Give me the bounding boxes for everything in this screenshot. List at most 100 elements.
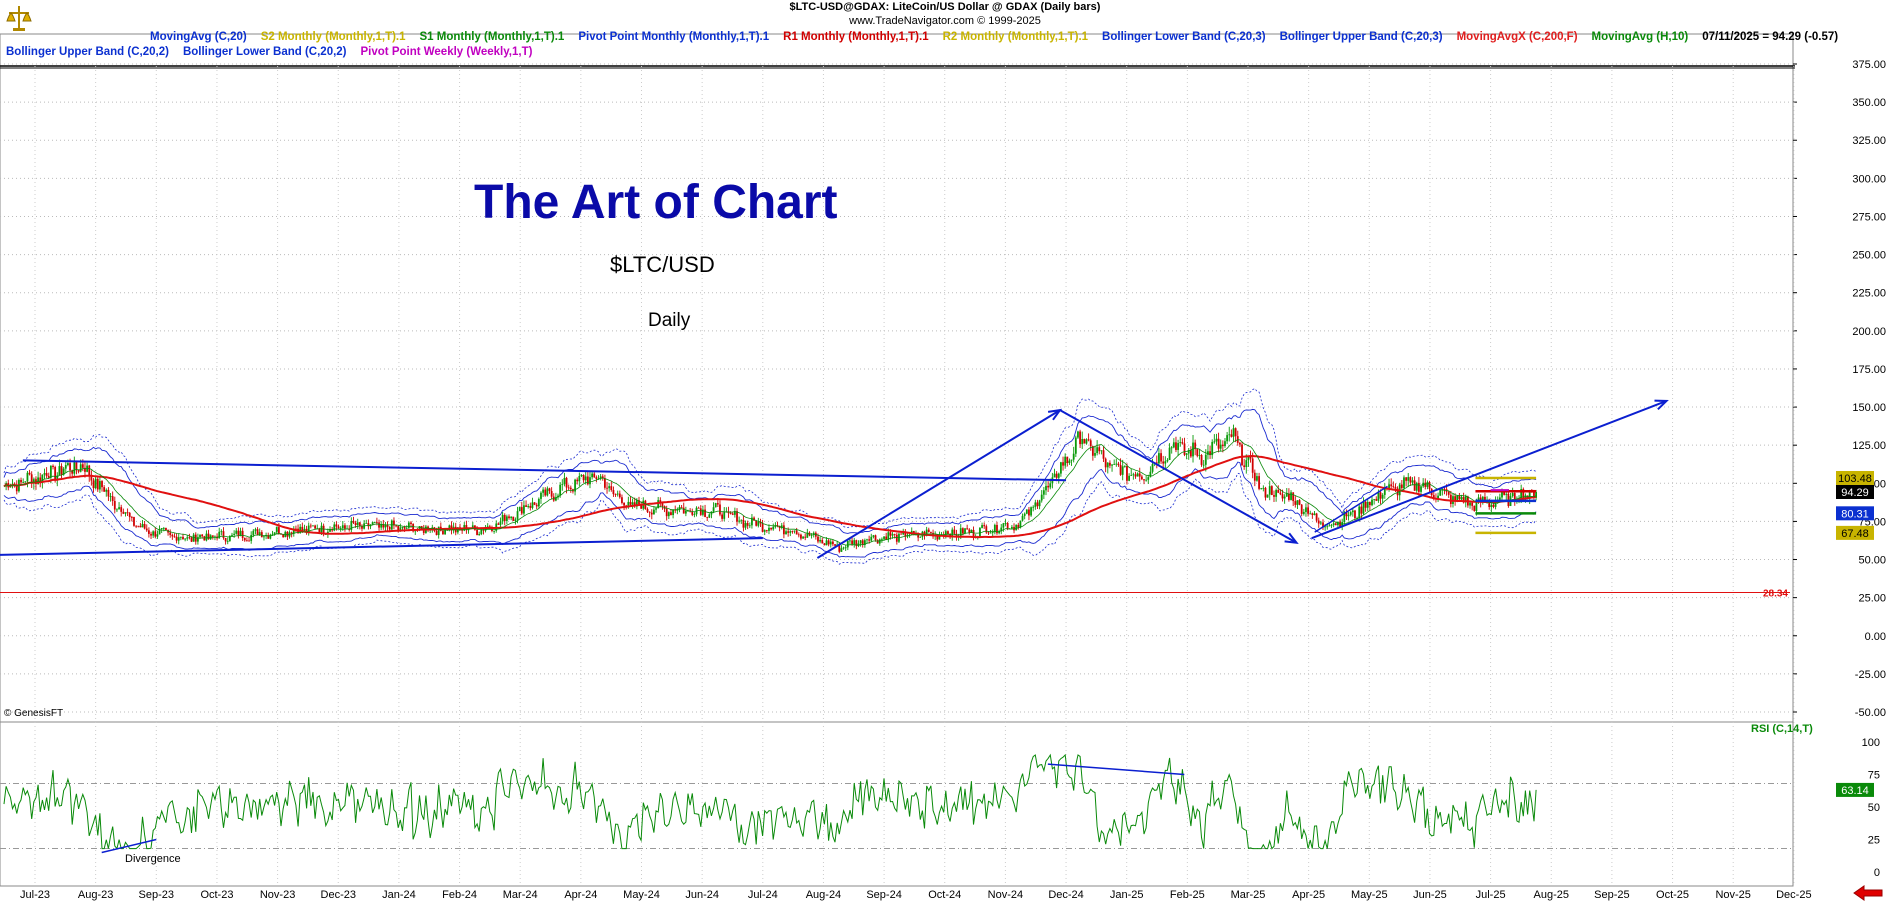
candle-body [527, 506, 530, 507]
candle-body [1319, 522, 1322, 524]
candle-body [1047, 485, 1050, 488]
price-tick-label: 350.00 [1852, 97, 1886, 109]
candle-body [1437, 495, 1439, 499]
candle-body [371, 522, 374, 525]
candle-body [1405, 477, 1408, 481]
candle-body [691, 511, 694, 515]
candle-body [81, 464, 84, 468]
candle-body [546, 488, 549, 496]
price-label-text: 103.48 [1838, 473, 1872, 485]
candle-body [39, 477, 42, 484]
price-tick-label: 325.00 [1852, 135, 1886, 147]
candle-body [256, 529, 259, 536]
candle-body [437, 526, 440, 536]
candle-body [893, 534, 896, 535]
candle-body [782, 525, 785, 535]
candle-body [1273, 495, 1275, 497]
candle-body [79, 464, 82, 472]
candle-body [1511, 493, 1514, 497]
candle-body [1060, 462, 1062, 474]
candle-body [1226, 435, 1229, 442]
candle-body [1535, 492, 1537, 498]
candle-body [1166, 459, 1169, 462]
candle-body [1000, 527, 1003, 532]
price-label-box [1836, 485, 1874, 500]
legend-row1-item: Pivot Point Monthly (Monthly,1,T).1 [578, 31, 770, 43]
candle-body [175, 536, 178, 541]
candle-body [891, 534, 894, 536]
candle-body [755, 520, 758, 526]
candle-body [307, 525, 310, 533]
candle-body [248, 540, 250, 542]
bollinger-upper-2 [3, 408, 1537, 534]
candle-body [554, 497, 557, 501]
rsi-value-box [1836, 782, 1874, 797]
candle-body [1055, 473, 1058, 478]
candle-body [1181, 442, 1184, 444]
candle-body [968, 529, 971, 533]
candle-body [124, 512, 127, 514]
candle-body [616, 493, 619, 495]
candle-body [601, 476, 604, 479]
candle-body [1471, 502, 1474, 506]
x-tick-label: Oct-23 [200, 889, 233, 901]
legend-row2-item: Bollinger Upper Band (C,20,2) [6, 46, 169, 58]
candle-body [41, 474, 44, 484]
candle-body [239, 530, 242, 536]
copyright-label: © GenesisFT [4, 708, 64, 719]
candle-body [648, 511, 651, 513]
candle-body [254, 529, 257, 531]
candle-body [1388, 484, 1390, 489]
candle-body [101, 481, 103, 488]
candle-body [162, 528, 165, 529]
candle-body [1207, 451, 1209, 455]
legend-row2-item: Bollinger Lower Band (C,20,2) [182, 46, 347, 58]
x-tick-label: Oct-24 [928, 889, 961, 901]
candle-body [797, 534, 800, 536]
candle-body [1290, 492, 1292, 500]
candle-body [1072, 453, 1075, 460]
candle-body [226, 540, 229, 542]
candle-body [1400, 484, 1403, 489]
candle-body [1296, 500, 1299, 505]
candle-body [518, 507, 521, 512]
candle-body [275, 527, 278, 533]
candle-body [1307, 507, 1309, 514]
candle-body [535, 504, 538, 507]
rsi-tick-label: 100 [1862, 737, 1880, 749]
candle-body [228, 535, 231, 541]
candle-body [993, 524, 996, 533]
rsi-divergence-line-1 [101, 838, 157, 854]
candle-body [834, 544, 836, 546]
candle-body [508, 516, 510, 519]
candle-body [1081, 439, 1084, 445]
price-label-box [1836, 506, 1874, 521]
candle-body [337, 526, 340, 529]
candle-body [1324, 526, 1327, 528]
candle-body [1136, 473, 1139, 477]
candle-body [1302, 511, 1305, 514]
candle-body [277, 527, 280, 534]
candle-body [1270, 486, 1273, 496]
candle-body [1155, 462, 1158, 464]
candle-body [1202, 464, 1205, 466]
candle-body [1375, 499, 1378, 501]
candle-body [52, 465, 54, 468]
candle-body [1147, 477, 1150, 480]
candle-body [499, 521, 502, 525]
trendline-upper [22, 459, 1067, 482]
chart-header: $LTC-USD@GDAX: LiteCoin/US Dollar @ GDAX… [0, 0, 1890, 28]
candle-body [1091, 446, 1094, 456]
candle-body [378, 522, 380, 528]
x-tick-label: Mar-25 [1231, 889, 1266, 901]
candle-body [1528, 490, 1531, 499]
candle-body [1064, 456, 1067, 466]
candle-body [787, 531, 790, 533]
candle-body [1424, 482, 1427, 487]
candle-body [1115, 463, 1118, 465]
candle-body [373, 522, 376, 523]
candle-body [653, 509, 655, 515]
scroll-right-arrow-icon[interactable] [1852, 885, 1884, 901]
candle-body [565, 477, 568, 488]
candle-body [1160, 453, 1162, 462]
